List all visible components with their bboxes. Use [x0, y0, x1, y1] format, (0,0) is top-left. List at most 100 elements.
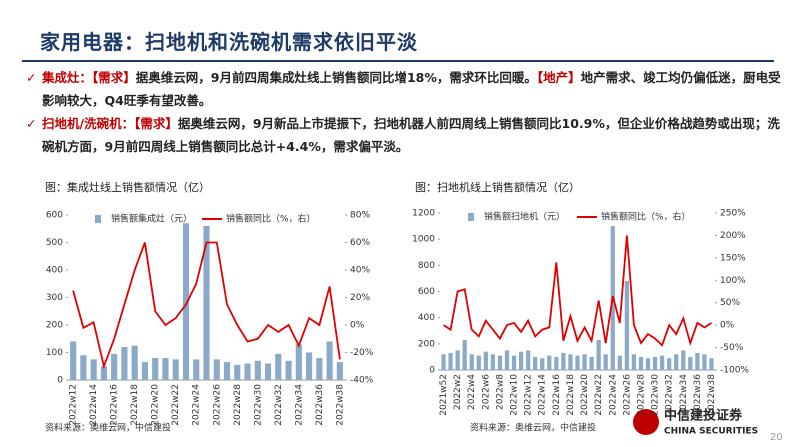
- bar: [638, 356, 644, 370]
- bar: [540, 358, 545, 370]
- y-tick-label: 0: [429, 366, 435, 376]
- y-tick-label: 200: [418, 339, 435, 349]
- y-tick-label: 600: [418, 287, 435, 297]
- x-tick-label: 2022w38: [707, 374, 717, 416]
- y-tick-label: 200: [46, 321, 63, 331]
- y2-tick-label: 40%: [350, 266, 370, 276]
- y-tick-label: 1200: [412, 209, 435, 219]
- bullet-tag: 【需求】: [134, 116, 178, 131]
- bar: [518, 351, 524, 370]
- bar: [476, 355, 481, 370]
- x-tick-label: 2022w16: [552, 374, 562, 416]
- bar: [326, 341, 333, 380]
- bar: [681, 350, 686, 370]
- bar: [111, 353, 118, 380]
- x-tick-label: 2022w34: [679, 374, 689, 416]
- bar: [575, 355, 580, 370]
- y2-tick-label: -20%: [350, 348, 374, 358]
- bar: [295, 344, 302, 380]
- bar: [141, 362, 149, 380]
- bar: [182, 223, 190, 380]
- y-tick-label: 800: [418, 261, 435, 271]
- x-tick-label: 2022w14: [89, 384, 99, 426]
- bar: [674, 354, 679, 370]
- x-tick-label: 2022w12: [69, 384, 79, 426]
- bar: [631, 354, 637, 370]
- bullet-label: 扫地机/洗碗机：: [42, 116, 135, 131]
- bar: [554, 356, 559, 370]
- bar: [172, 359, 179, 380]
- slide-title: 家用电器：扫地机和洗碗机需求依旧平淡: [40, 30, 418, 54]
- bar: [162, 358, 169, 380]
- x-tick-label: 2022w28: [233, 384, 243, 426]
- logo-subtext: CHINA SECURITIES: [664, 427, 758, 437]
- bullet-tag: 【地产】: [536, 70, 581, 85]
- line: [72, 241, 341, 370]
- bar: [193, 359, 200, 380]
- bar: [688, 356, 693, 370]
- y2-tick-label: -40%: [350, 376, 374, 386]
- x-tick-label: 2022w14: [538, 374, 548, 416]
- x-tick-label: 2022w8: [495, 374, 505, 410]
- chart-title: 图：扫地机线上销售额情况（亿）: [415, 180, 580, 194]
- legend-label: 销售额同比（%，右）: [226, 213, 316, 225]
- y-tick-label: 0: [57, 376, 63, 386]
- y2-tick-label: 100%: [720, 276, 746, 286]
- bar: [624, 281, 629, 370]
- x-tick-label: 2022w18: [130, 384, 140, 426]
- source: 资料来源：奥维云网，中信建投: [470, 422, 596, 434]
- y2-tick-label: 150%: [720, 253, 746, 263]
- y2-tick-label: -100%: [720, 366, 749, 376]
- bar: [589, 356, 594, 370]
- bar: [223, 362, 231, 380]
- bar: [234, 364, 241, 380]
- bar: [70, 341, 77, 380]
- y2-tick-label: 200%: [720, 231, 746, 241]
- bar: [483, 351, 488, 370]
- y-tick-label: 400: [418, 313, 435, 323]
- check-icon: ✓: [26, 70, 37, 85]
- legend-label: 销售额同比（%，右）: [601, 211, 691, 223]
- bar: [152, 358, 159, 380]
- x-tick-label: 2022w34: [294, 384, 304, 426]
- y-tick-label: 600: [46, 211, 63, 221]
- legend-swatch: [468, 213, 474, 221]
- bar: [645, 358, 651, 370]
- line: [443, 235, 712, 347]
- y2-tick-label: 80%: [350, 211, 370, 221]
- x-tick-label: 2022w10: [510, 374, 520, 416]
- y2-tick-label: 20%: [350, 293, 370, 303]
- x-tick-label: 2022w2: [453, 374, 463, 410]
- y2-tick-label: 60%: [350, 238, 370, 248]
- bar: [264, 363, 272, 380]
- logo-icon: [633, 409, 659, 435]
- x-tick-label: 2021w52: [439, 374, 449, 416]
- x-tick-label: 2022w6: [481, 374, 491, 410]
- y2-tick-label: 0%: [720, 321, 735, 331]
- bar: [568, 354, 573, 370]
- bar: [526, 350, 531, 370]
- bullet-text: 据奥维云网，9月前四周集成灶线上销售额同比增18%，需求环比回暖。: [135, 70, 537, 85]
- bar: [702, 354, 707, 370]
- bar: [504, 350, 510, 370]
- x-tick-label: 2022w26: [622, 374, 632, 416]
- bullet: ✓ 集成灶：【需求】据奥维云网，9月前四周集成灶线上销售额同比增18%，需求环比回…: [26, 66, 782, 112]
- bullet: ✓ 扫地机/洗碗机：【需求】据奥维云网，9月新品上市提振下，扫地机器人前四周线上销…: [26, 112, 782, 158]
- x-tick-label: 2022w16: [110, 384, 120, 426]
- bar: [90, 359, 97, 380]
- page-number: 20: [770, 432, 783, 443]
- y2-tick-label: 250%: [720, 209, 746, 219]
- x-tick-label: 2022w32: [665, 374, 675, 416]
- bar: [285, 360, 292, 380]
- bar: [561, 352, 566, 370]
- x-tick-label: 2022w30: [253, 384, 263, 426]
- bar: [306, 352, 313, 380]
- bar: [121, 347, 128, 380]
- bar: [462, 339, 467, 370]
- bar: [316, 358, 323, 380]
- x-tick-label: 2022w32: [274, 384, 284, 426]
- title-rule: [22, 60, 774, 62]
- bar: [469, 354, 474, 370]
- bar: [441, 354, 446, 370]
